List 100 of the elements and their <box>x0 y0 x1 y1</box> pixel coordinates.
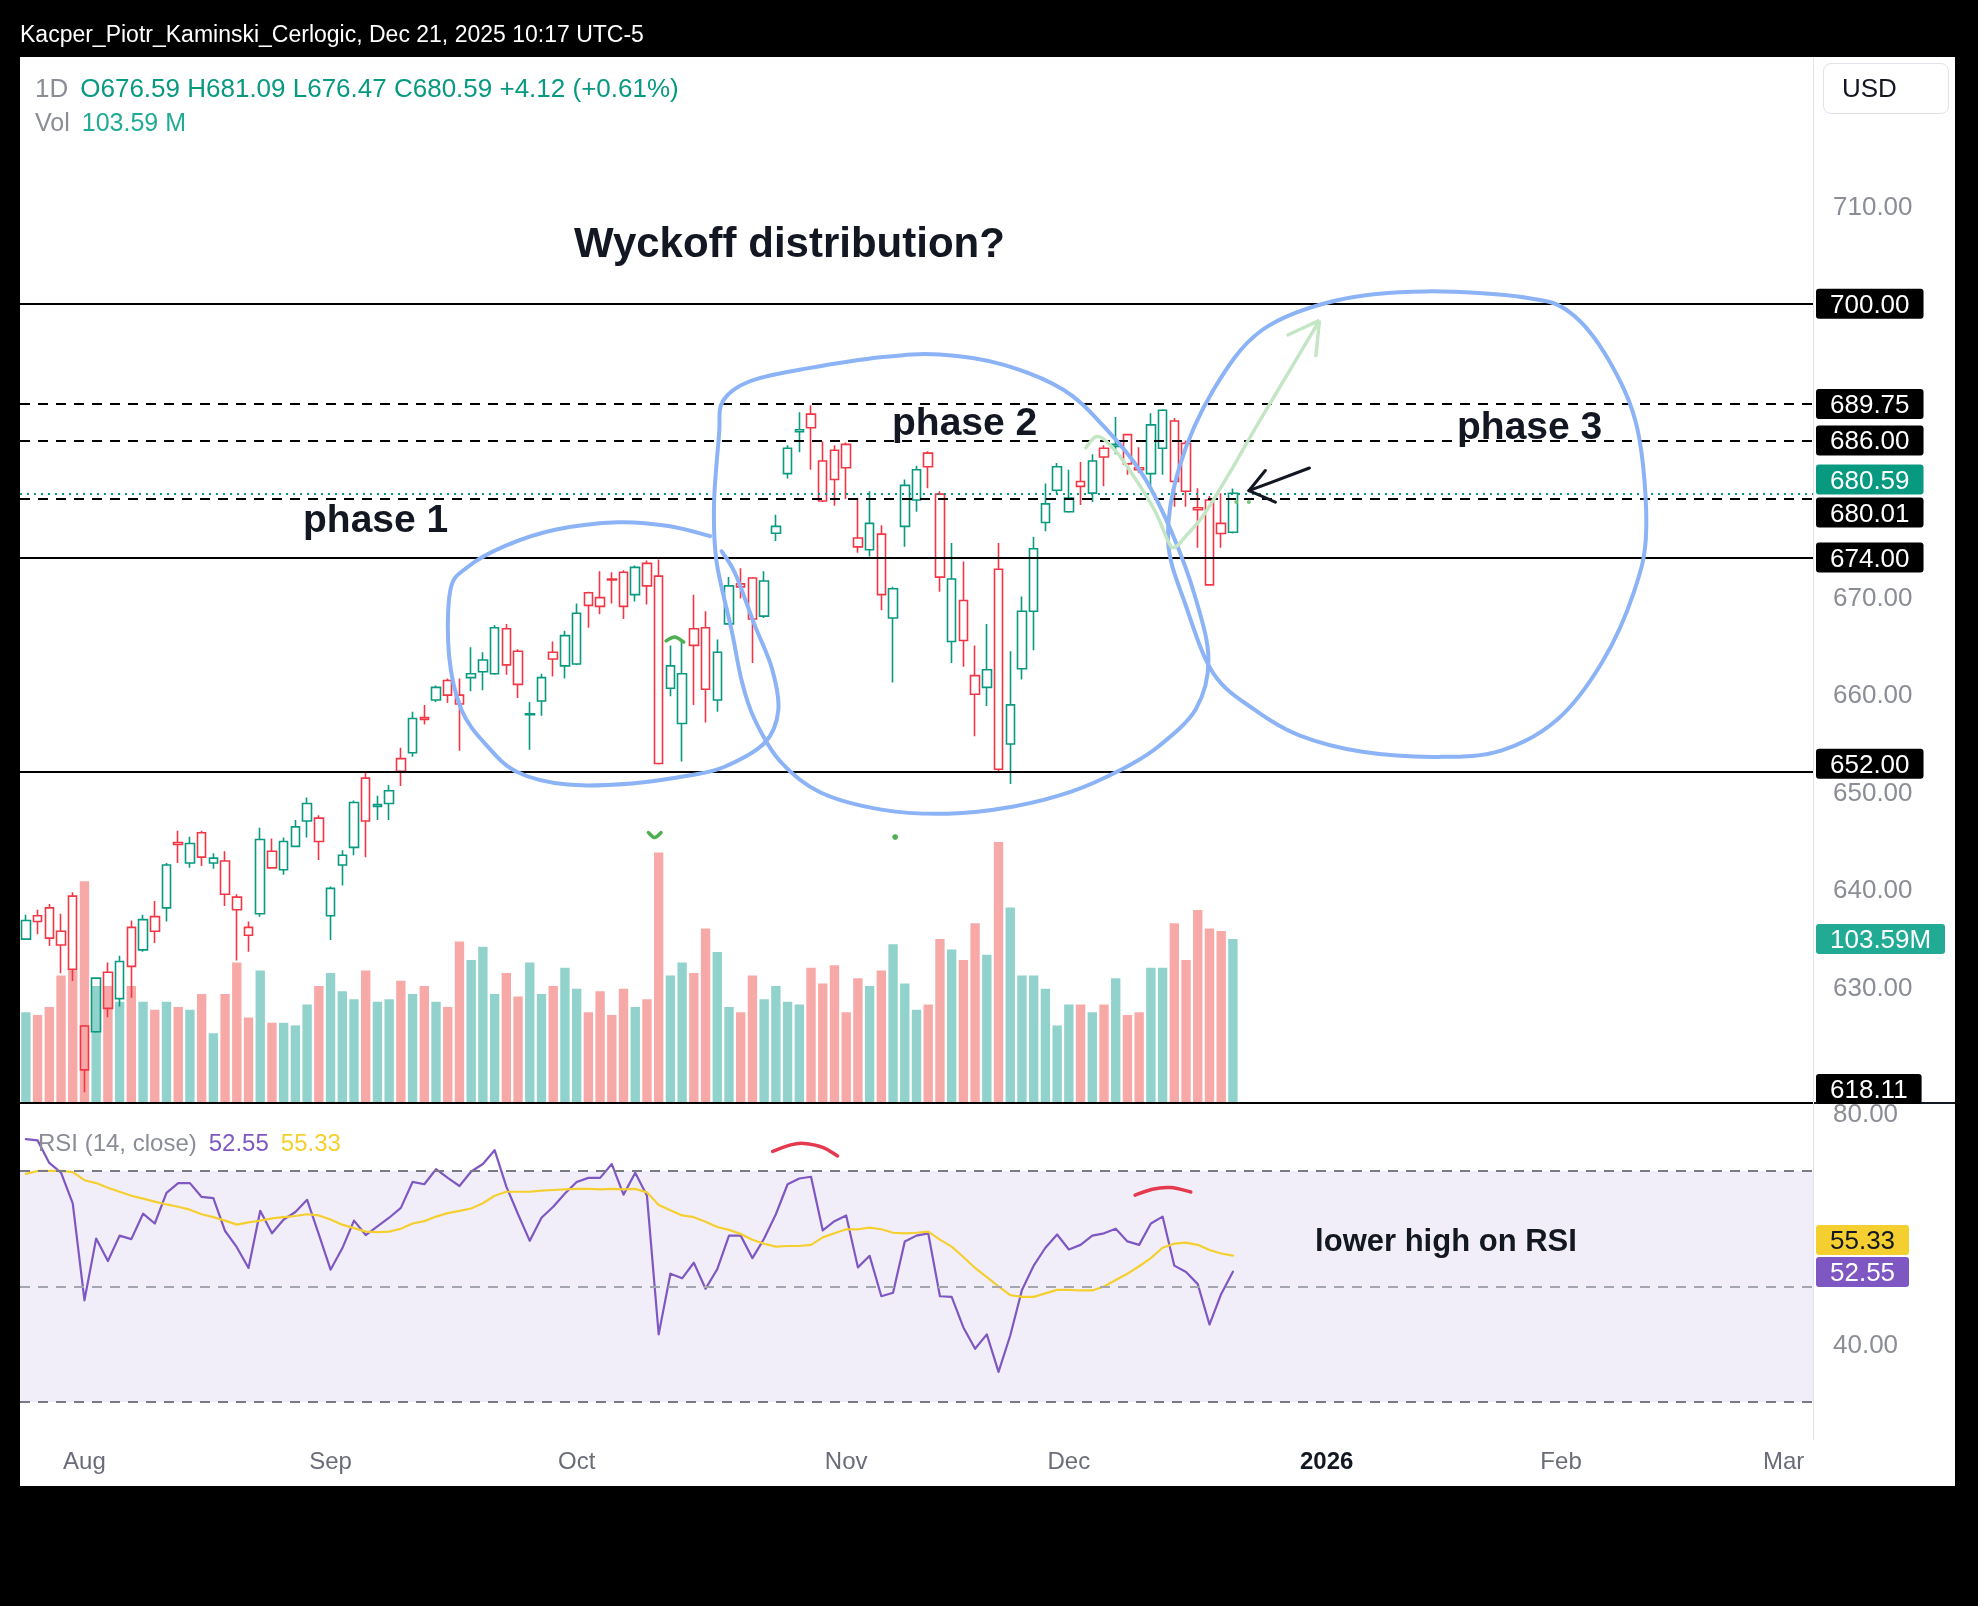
bar <box>525 962 535 1104</box>
candlestick <box>419 704 430 726</box>
bar <box>935 938 945 1104</box>
bar <box>853 978 863 1104</box>
bar <box>841 1012 851 1104</box>
bar <box>196 993 207 1104</box>
bar <box>560 967 570 1104</box>
candlestick <box>219 850 231 907</box>
bar <box>1111 978 1121 1104</box>
candlestick <box>32 909 43 936</box>
bar <box>103 986 113 1104</box>
bar <box>419 986 429 1104</box>
bar <box>595 991 605 1104</box>
text: USD <box>1842 72 1897 105</box>
bar <box>161 1001 172 1104</box>
candlestick <box>325 885 336 941</box>
candlestick <box>934 490 946 593</box>
bar <box>220 993 230 1104</box>
bar <box>1017 975 1027 1104</box>
x-tick-label: Oct <box>557 1446 596 1474</box>
candlestick <box>149 900 161 944</box>
bar <box>1087 1012 1097 1104</box>
candlestick <box>922 450 934 490</box>
annotation: lower high on RSI <box>1315 1221 1577 1259</box>
candlestick <box>747 576 758 664</box>
bar <box>255 970 265 1104</box>
candlestick <box>1028 536 1039 652</box>
y-tick-label: 630.00 <box>1833 971 1913 1002</box>
candlestick <box>536 672 547 717</box>
x-tick-label: Aug <box>63 1446 106 1474</box>
candlestick <box>981 623 993 707</box>
candlestick <box>1098 444 1110 488</box>
bar <box>1204 928 1215 1104</box>
bar <box>759 999 769 1104</box>
candlestick <box>1016 595 1028 681</box>
bar <box>970 923 980 1104</box>
annotation: phase 1 <box>303 495 449 542</box>
bar <box>548 986 558 1104</box>
candlestick <box>782 444 793 480</box>
bar <box>79 881 90 1104</box>
ref-line-label: 700.00 <box>1830 288 1910 319</box>
bar <box>1029 975 1039 1104</box>
bar <box>1099 1004 1109 1104</box>
bar <box>771 986 781 1104</box>
text: 1D <box>35 72 69 105</box>
bar <box>946 949 957 1104</box>
bar <box>888 944 898 1104</box>
bar <box>32 1014 43 1104</box>
ref-line-label: 686.00 <box>1830 425 1910 456</box>
bar <box>454 941 465 1104</box>
candlestick <box>301 796 313 839</box>
x-tick-label: Feb <box>1540 1446 1582 1474</box>
bar <box>1122 1014 1133 1104</box>
y-tick-label: 650.00 <box>1833 776 1913 807</box>
candlestick <box>606 571 618 605</box>
bar <box>1134 1012 1144 1104</box>
candlestick <box>372 794 383 821</box>
text: 55.33 <box>1816 1224 1910 1255</box>
candlestick <box>758 570 770 619</box>
annotation: Wyckoff distribution? <box>574 218 1005 268</box>
bar <box>642 999 652 1104</box>
annotation: 55.33 <box>280 1127 341 1158</box>
bar <box>1181 959 1191 1104</box>
candlestick <box>817 440 828 503</box>
ref-line-label: 652.00 <box>1830 748 1910 779</box>
text: 52.55 <box>1816 1256 1910 1287</box>
bar <box>114 1001 125 1104</box>
candlestick <box>348 799 360 856</box>
bar <box>818 983 828 1104</box>
y-tick-label: 660.00 <box>1833 679 1913 710</box>
bar <box>1169 923 1179 1104</box>
bar <box>923 1004 933 1104</box>
candlestick <box>852 497 864 554</box>
text: RSI (14, close) <box>38 1127 197 1158</box>
candlestick <box>454 677 465 752</box>
y-tick-label: 710.00 <box>1833 191 1913 222</box>
bar <box>302 1004 312 1104</box>
candlestick <box>559 629 571 680</box>
bar <box>1228 938 1238 1104</box>
candlestick <box>641 559 653 606</box>
candlestick <box>278 836 289 876</box>
bar <box>501 973 512 1104</box>
bar <box>478 946 488 1104</box>
x-tick-label: Nov <box>824 1446 868 1474</box>
bar <box>583 1012 594 1104</box>
bar <box>654 852 664 1104</box>
annotation: phase 2 <box>892 398 1038 445</box>
candlestick <box>360 770 371 858</box>
candlestick <box>254 827 266 918</box>
bar <box>384 999 394 1104</box>
candlestick <box>653 558 664 766</box>
line-series <box>24 1169 1235 1298</box>
bar <box>68 970 78 1104</box>
bar <box>1193 910 1203 1104</box>
x-tick-label: 2026 <box>1299 1446 1354 1474</box>
candlestick <box>1157 408 1168 476</box>
bar <box>1157 967 1168 1104</box>
candlestick <box>184 835 196 869</box>
candlestick <box>805 404 817 471</box>
candlestick <box>407 710 418 758</box>
